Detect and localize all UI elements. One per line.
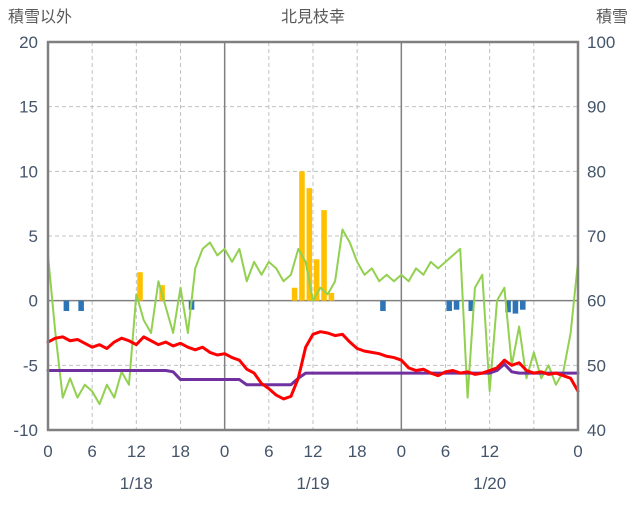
right-axis-tick-label: 100 (587, 33, 615, 52)
date-label: 1/20 (473, 474, 506, 493)
right-axis-tick-label: 40 (587, 421, 606, 440)
right-axis-tick-label: 70 (587, 227, 606, 246)
temperature-line (46, 330, 580, 401)
x-axis-tick-label: 6 (441, 442, 450, 461)
blue-marks-bar (512, 300, 519, 314)
blue-marks-bar (520, 300, 526, 310)
left-axis-title: 積雪以外 (8, 8, 72, 26)
x-axis-tick-label: 0 (220, 442, 229, 461)
blue-marks-bar (380, 300, 386, 312)
blue-marks-bar (453, 300, 460, 310)
x-axis-tick-label: 12 (127, 442, 146, 461)
snowfall-bars-bar (321, 210, 327, 301)
blue-marks-bar (468, 300, 475, 312)
series-temperature (46, 330, 580, 401)
right-axis-title: 積雪 (596, 8, 628, 26)
blue-marks-bar (63, 300, 70, 312)
right-axis-tick-label: 50 (587, 356, 606, 375)
snowfall-bars-bar (313, 259, 320, 301)
blue-marks-bar (78, 300, 84, 312)
series-purple-line (46, 362, 580, 387)
x-axis-tick-label: 0 (43, 442, 52, 461)
snowfall-bars-bar (306, 188, 313, 301)
x-axis-tick-label: 18 (171, 442, 190, 461)
series-blue-marks (63, 300, 526, 314)
left-axis-tick-label: 5 (29, 227, 38, 246)
date-label: 1/18 (120, 474, 153, 493)
purple-line-line (46, 362, 580, 387)
x-axis-tick-label: 6 (87, 442, 96, 461)
blue-marks-bar (446, 300, 452, 312)
series-snow-depth (47, 228, 579, 406)
left-axis-tick-label: -5 (23, 356, 38, 375)
blue-marks-bar (505, 300, 511, 313)
x-axis-tick-label: 6 (264, 442, 273, 461)
snowfall-bars-bar (299, 171, 305, 301)
x-axis-tick-label: 12 (480, 442, 499, 461)
x-axis-tick-label: 12 (304, 442, 323, 461)
snowfall-bars-bar (328, 292, 335, 301)
snowfall-bars-bar (291, 287, 298, 301)
snow-depth-line (47, 228, 579, 406)
x-axis-tick-label: 18 (348, 442, 367, 461)
right-axis-tick-label: 60 (587, 292, 606, 311)
x-axis-tick-label: 0 (397, 442, 406, 461)
right-axis-tick-label: 90 (587, 98, 606, 117)
left-axis-tick-label: 10 (19, 162, 38, 181)
snowfall-bars-bar (137, 272, 143, 301)
left-axis-tick-label: -10 (13, 421, 38, 440)
date-label: 1/19 (296, 474, 329, 493)
left-axis-tick-label: 15 (19, 98, 38, 117)
left-axis-tick-label: 0 (29, 292, 38, 311)
x-axis-tick-label: 0 (573, 442, 582, 461)
left-axis-tick-label: 20 (19, 33, 38, 52)
plot-border (46, 40, 580, 432)
series-snowfall-bars (137, 171, 335, 301)
station-title: 北見枝幸 (281, 8, 345, 26)
right-axis-tick-label: 80 (587, 162, 606, 181)
